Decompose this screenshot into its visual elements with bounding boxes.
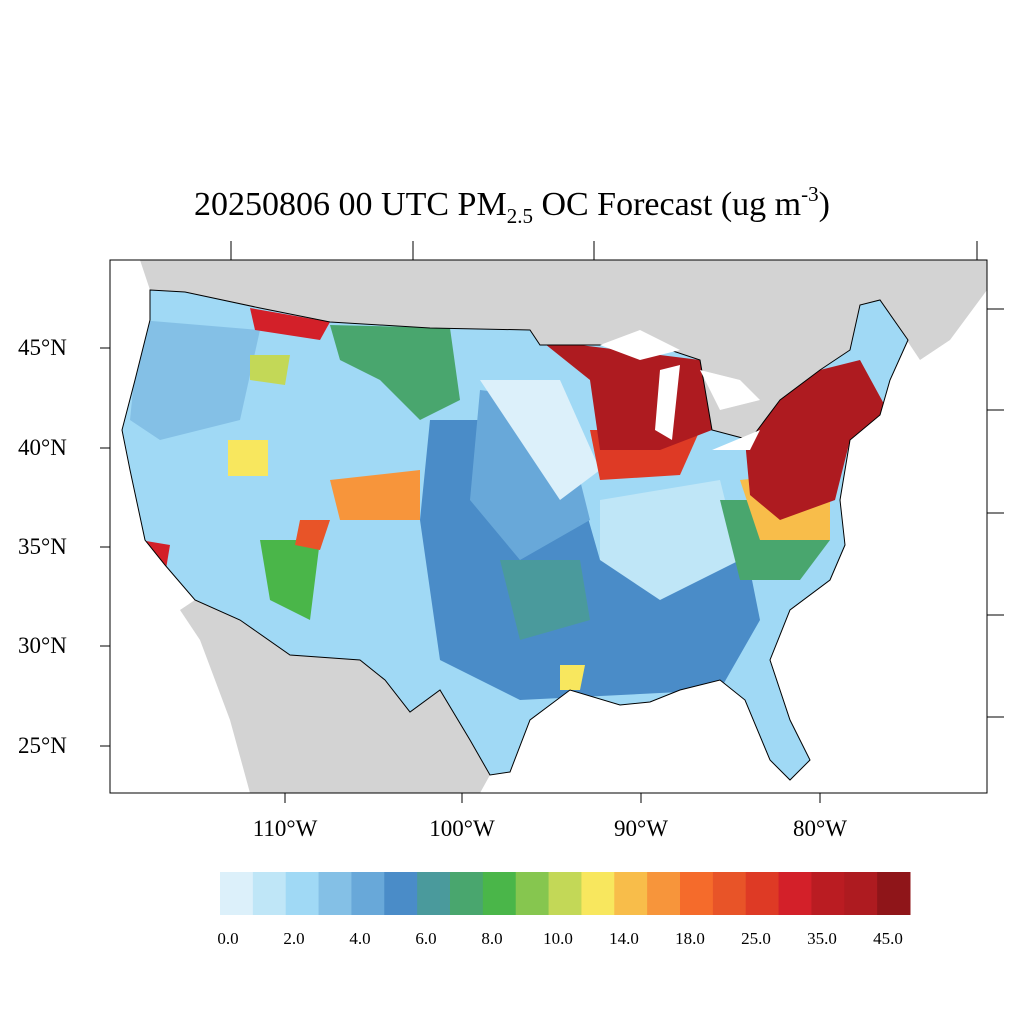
colorbar-label: 10.0 <box>543 929 573 948</box>
colorbar-box <box>318 872 352 915</box>
colorbar-box <box>285 872 320 915</box>
colorbar-box <box>647 872 681 915</box>
colorbar-label: 18.0 <box>675 929 705 948</box>
colorbar-label: 8.0 <box>481 929 503 948</box>
colorbar-box <box>745 872 780 915</box>
colorbar-label: 35.0 <box>807 929 837 948</box>
colorbar-label: 2.0 <box>283 929 305 948</box>
map-area <box>110 260 987 793</box>
lon-label: 80°W <box>793 816 847 841</box>
colorbar-label: 45.0 <box>873 929 903 948</box>
colorbar-box <box>811 872 845 915</box>
colorbar-box <box>680 872 714 915</box>
colorbar-box <box>384 872 418 915</box>
lat-label: 45°N <box>18 335 67 360</box>
plot-frame <box>109 259 988 794</box>
lat-label: 25°N <box>18 733 67 758</box>
lat-label: 30°N <box>18 633 67 658</box>
colorbar-label: 4.0 <box>349 929 371 948</box>
colorbar-box <box>515 872 550 915</box>
colorbar-label: 6.0 <box>415 929 437 948</box>
great-lakes <box>600 330 760 450</box>
lat-label: 35°N <box>18 534 67 559</box>
colorbar <box>220 872 911 915</box>
colorbar-box <box>252 872 287 915</box>
colorbar-box <box>417 872 451 915</box>
colorbar-box <box>712 872 747 915</box>
lon-label: 100°W <box>429 816 495 841</box>
colorbar-box <box>548 872 582 915</box>
colorbar-box <box>351 872 385 915</box>
canada-land <box>140 260 987 440</box>
map-title: 20250806 00 UTC PM2.5 OC Forecast (ug m-… <box>194 182 830 228</box>
mexico-land <box>180 600 490 793</box>
lat-label: 40°N <box>18 435 67 460</box>
axis-ticks <box>100 241 1004 803</box>
colorbar-box <box>450 872 484 915</box>
lon-label: 110°W <box>252 816 318 841</box>
colorbar-label: 0.0 <box>217 929 239 948</box>
colorbar-box <box>220 872 254 915</box>
colorbar-box <box>778 872 812 915</box>
colorbar-label: 14.0 <box>609 929 639 948</box>
colorbar-label: 25.0 <box>741 929 771 948</box>
colorbar-box <box>482 872 517 915</box>
pm25-field <box>122 290 908 780</box>
colorbar-box <box>877 872 911 915</box>
lon-label: 90°W <box>614 816 668 841</box>
colorbar-box <box>844 872 878 915</box>
colorbar-box <box>614 872 648 915</box>
colorbar-box <box>581 872 615 915</box>
